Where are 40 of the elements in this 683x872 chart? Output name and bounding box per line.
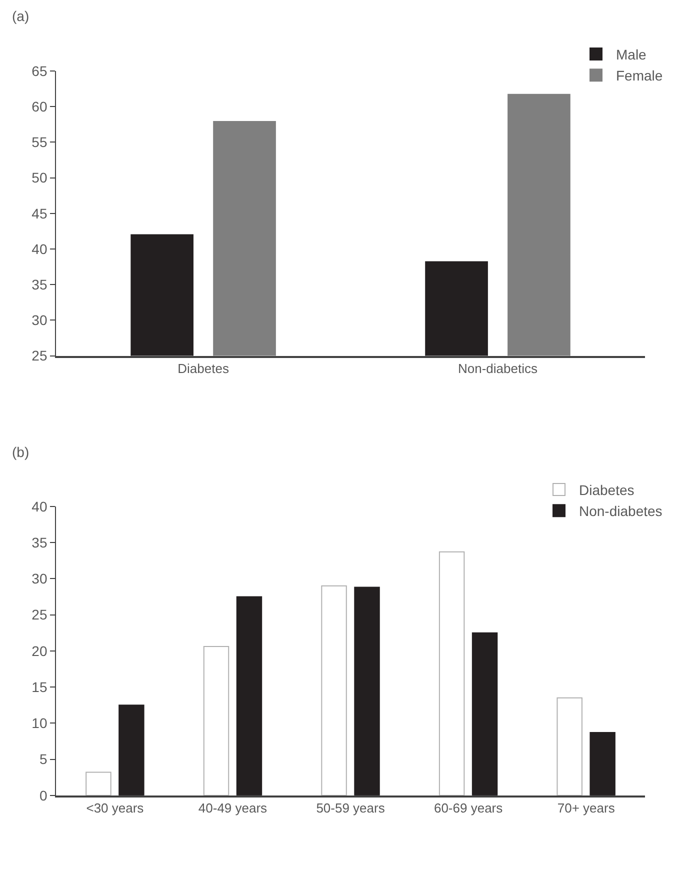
y-tick-label: 30 [32, 312, 48, 328]
y-tick-label: 25 [32, 606, 48, 623]
y-tick-label: 15 [32, 678, 48, 695]
y-tick-label: 30 [32, 570, 48, 587]
y-tick-label: 50 [32, 170, 48, 186]
chart-title: (b) [12, 444, 30, 460]
x-tick-label: 70+ years [557, 800, 616, 816]
bar [472, 632, 498, 796]
y-tick-label: 35 [32, 276, 48, 292]
legend-label: Male [616, 46, 647, 62]
y-tick-label: 35 [32, 534, 48, 550]
bar [203, 646, 230, 796]
y-tick-label: 45 [32, 205, 48, 222]
y-tick-label: 60 [32, 98, 48, 114]
y-tick-label: 65 [32, 62, 48, 79]
x-tick-label: 60-69 years [434, 800, 504, 816]
y-tick-label: 40 [32, 240, 48, 257]
bar [321, 585, 347, 796]
x-tick-label: <30 years [86, 800, 144, 816]
y-tick-label: 0 [39, 787, 48, 804]
legend-label: Diabetes [579, 482, 634, 498]
bar [556, 697, 582, 796]
bar [354, 586, 380, 796]
bar [590, 732, 616, 796]
x-tick-label: 40-49 years [198, 800, 268, 816]
y-tick-label: 25 [32, 348, 48, 364]
y-tick-label: 40 [32, 498, 48, 514]
bar [236, 596, 262, 796]
x-tick-label: 50-59 years [316, 800, 386, 816]
legend-label: Non-diabetes [579, 503, 662, 520]
bar [86, 772, 112, 796]
bar [118, 704, 144, 796]
y-tick-label: 10 [32, 715, 48, 732]
x-tick-label: Non-diabetics [458, 361, 538, 376]
bar [438, 551, 465, 796]
chart-title: (a) [12, 8, 30, 24]
legend-label: Female [616, 68, 663, 84]
y-tick-label: 55 [32, 134, 48, 150]
y-tick-label: 20 [32, 642, 48, 659]
y-tick-label: 5 [39, 751, 48, 768]
